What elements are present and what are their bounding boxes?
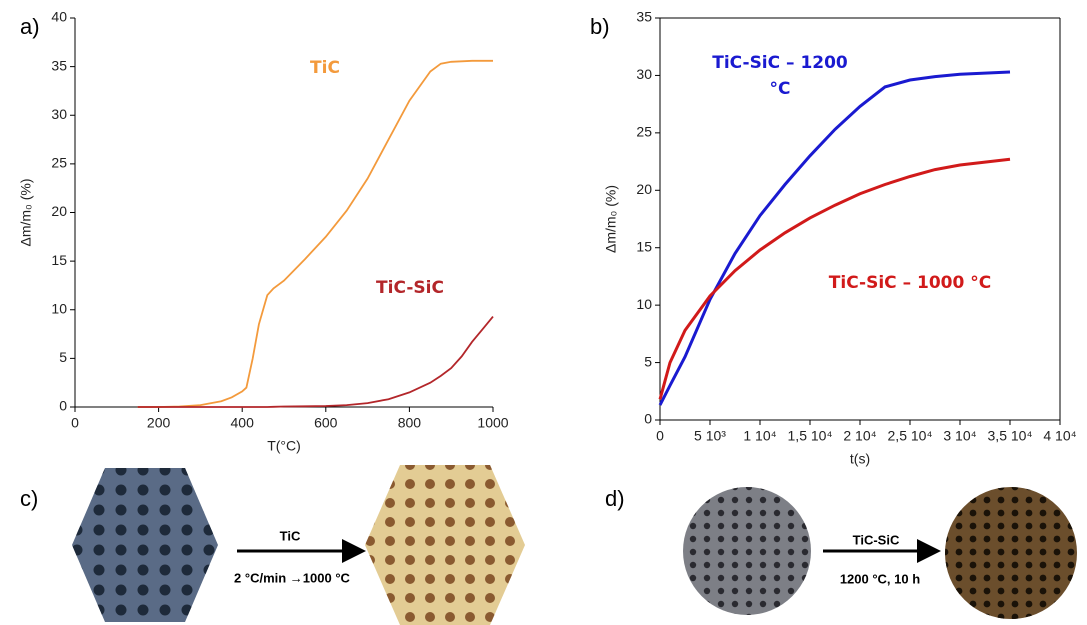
x-tick-label: 800 xyxy=(398,415,422,431)
x-tick-label: 200 xyxy=(147,415,171,431)
x-tick-label: 5 10³ xyxy=(694,428,726,444)
data-line xyxy=(137,316,494,408)
data-line xyxy=(137,59,493,408)
panel-label: b) xyxy=(590,14,610,39)
x-tick-label: 2 10⁴ xyxy=(843,428,876,444)
x-tick-label: 4 10⁴ xyxy=(1043,428,1076,444)
arrow-label: 2 °C/min →1000 °C xyxy=(234,570,350,585)
x-axis-label: t(s) xyxy=(850,451,870,467)
y-tick-label: 20 xyxy=(51,203,67,219)
x-tick-label: 1 10⁴ xyxy=(743,428,776,444)
y-tick-label: 25 xyxy=(636,124,652,140)
legend-label: TiC xyxy=(310,58,340,78)
x-tick-label: 1000 xyxy=(477,415,508,431)
x-axis-label: T(°C) xyxy=(267,438,301,454)
y-tick-label: 5 xyxy=(644,353,652,369)
photo-holes xyxy=(72,468,218,622)
y-tick-label: 35 xyxy=(51,57,67,73)
y-tick-label: 10 xyxy=(636,296,652,312)
legend-label: TiC-SiC – 1200 °C xyxy=(712,53,848,99)
data-line xyxy=(658,70,1011,406)
y-tick-label: 15 xyxy=(636,238,652,254)
y-tick-label: 0 xyxy=(59,398,67,414)
panel-label: c) xyxy=(20,486,38,511)
y-tick-label: 20 xyxy=(636,181,652,197)
x-tick-label: 2,5 10⁴ xyxy=(888,428,933,444)
y-tick-label: 25 xyxy=(51,155,67,171)
y-axis-label: Δm/m₀ (%) xyxy=(603,185,619,253)
y-tick-label: 15 xyxy=(51,252,67,268)
arrow-label: 1200 °C, 10 h xyxy=(840,571,920,586)
y-axis-label: Δm/m₀ (%) xyxy=(18,178,34,246)
x-tick-label: 3 10⁴ xyxy=(943,428,976,444)
panel-label: a) xyxy=(20,14,40,39)
arrow-label: TiC xyxy=(280,528,301,543)
y-tick-label: 30 xyxy=(636,66,652,82)
photo-holes xyxy=(945,487,1077,619)
panel-label: d) xyxy=(605,486,625,511)
y-tick-label: 0 xyxy=(644,411,652,427)
x-tick-label: 3,5 10⁴ xyxy=(988,428,1033,444)
x-tick-label: 0 xyxy=(71,415,79,431)
x-tick-label: 0 xyxy=(656,428,664,444)
legend-label: TiC-SiC – 1000 °C xyxy=(828,273,992,293)
data-line xyxy=(658,157,1011,400)
y-tick-label: 5 xyxy=(59,349,67,365)
photo-holes xyxy=(683,487,811,615)
x-tick-label: 1,5 10⁴ xyxy=(788,428,833,444)
y-tick-label: 30 xyxy=(51,106,67,122)
x-tick-label: 600 xyxy=(314,415,338,431)
arrow-label: TiC-SiC xyxy=(853,532,900,547)
photo-holes xyxy=(365,465,525,625)
y-tick-label: 40 xyxy=(51,9,67,25)
x-tick-label: 400 xyxy=(231,415,255,431)
y-tick-label: 10 xyxy=(51,300,67,316)
y-tick-label: 35 xyxy=(636,9,652,25)
legend-label: TiC-SiC xyxy=(376,278,444,298)
